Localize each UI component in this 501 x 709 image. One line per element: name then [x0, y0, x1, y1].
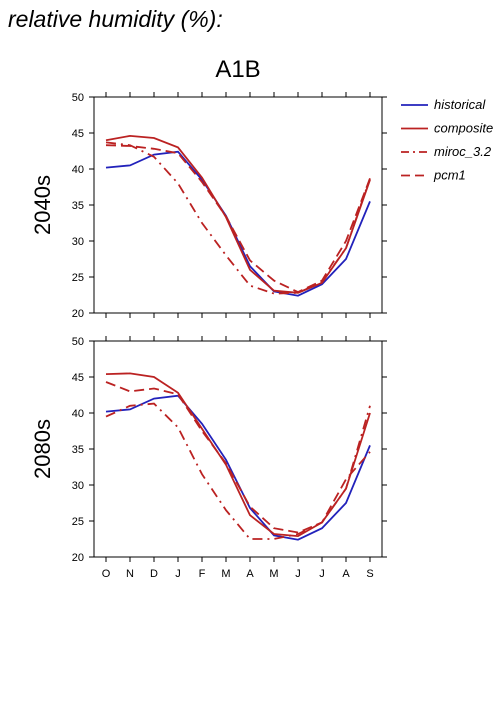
x-tick-label: M: [221, 568, 230, 580]
x-tick-label: A: [342, 568, 350, 580]
scenario-title: A1B: [215, 56, 261, 83]
x-tick-label: A: [246, 568, 254, 580]
x-tick-label: J: [175, 568, 181, 580]
series-line-miroc_3.2: [105, 402, 371, 540]
panel-label: 2040s: [30, 175, 55, 235]
chart-panel-2080s: 20 25 30 35 40 45 50 O N D J F M A M J J A S 2080s: [30, 336, 387, 580]
series-line-historical: [105, 150, 371, 297]
plot-frame: [93, 96, 383, 314]
x-tick-label: M: [269, 568, 278, 580]
panel-label: 2080s: [30, 419, 55, 479]
y-tick-label: 20: [72, 308, 84, 320]
legend-label-historical: historical: [434, 97, 486, 112]
y-tick-label: 45: [72, 372, 84, 384]
y-tick-label: 40: [72, 164, 84, 176]
legend: historical composite miroc_3.2 pcm1: [401, 97, 493, 183]
y-tick-label: 30: [72, 236, 84, 248]
x-tick-label: J: [319, 568, 325, 580]
legend-label-miroc_3.2: miroc_3.2: [434, 144, 492, 159]
series-line-pcm1: [105, 381, 371, 534]
y-tick-label: 20: [72, 552, 84, 564]
y-tick-label: 35: [72, 444, 84, 456]
y-tick-label: 50: [72, 92, 84, 104]
figure-heading: relative humidity (%):: [8, 6, 223, 32]
series-line-pcm1: [105, 144, 371, 294]
y-tick-label: 25: [72, 272, 84, 284]
y-tick-label: 40: [72, 408, 84, 420]
y-tick-label: 45: [72, 128, 84, 140]
x-tick-label: S: [366, 568, 373, 580]
legend-label-pcm1: pcm1: [433, 168, 466, 183]
y-tick-label: 25: [72, 516, 84, 528]
x-tick-label: J: [295, 568, 301, 580]
x-tick-label: F: [199, 568, 206, 580]
x-tick-label: N: [126, 568, 134, 580]
x-tick-label: O: [102, 568, 111, 580]
y-tick-label: 35: [72, 200, 84, 212]
series-line-composite: [105, 372, 371, 538]
x-tick-label: D: [150, 568, 158, 580]
series-line-miroc_3.2: [105, 141, 371, 295]
y-tick-label: 30: [72, 480, 84, 492]
series-line-historical: [105, 394, 371, 541]
y-tick-label: 50: [72, 336, 84, 348]
chart-panel-2040s: 20 25 30 35 40 45 50 2040s: [30, 92, 387, 320]
legend-label-composite: composite: [434, 121, 493, 136]
